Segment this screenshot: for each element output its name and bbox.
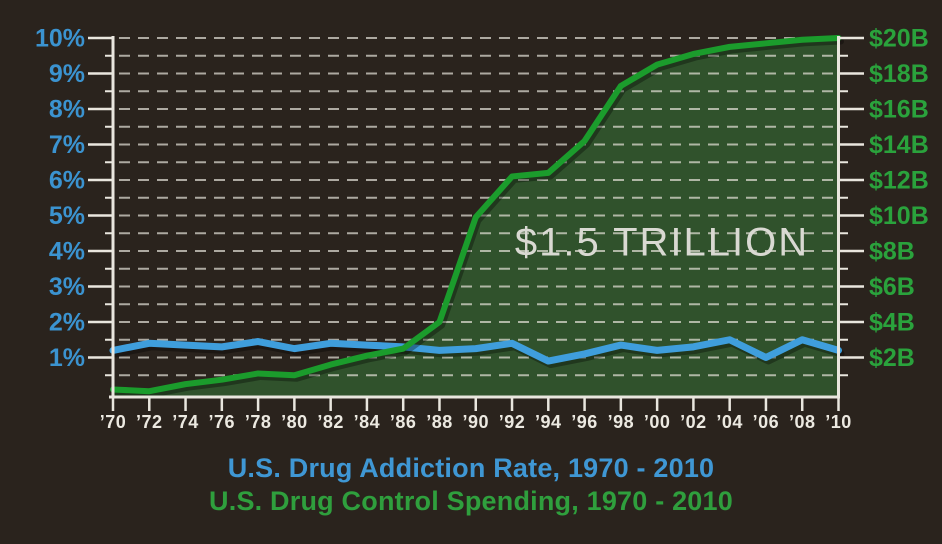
- y-axis-right-label: $4B: [869, 309, 915, 337]
- y-axis-right-label: $18B: [869, 60, 929, 88]
- trillion-annotation: $1.5 TRILLION: [514, 220, 810, 265]
- y-axis-left-label: 6%: [49, 167, 85, 195]
- x-axis-label: ’84: [354, 412, 381, 432]
- y-axis-right-label: $20B: [869, 25, 929, 53]
- x-axis-label: ’74: [172, 412, 199, 432]
- x-axis-label: ’92: [499, 412, 526, 432]
- x-axis-label: ’82: [317, 412, 344, 432]
- y-axis-right-label: $8B: [869, 238, 915, 266]
- chart-plot-area: 10% $20B 9% $18B 8% $16B 7% $14B 6% $12B 5% $10B 4% $…: [35, 25, 929, 433]
- y-axis-left-label: 8%: [49, 96, 85, 124]
- legend-addiction-rate: U.S. Drug Addiction Rate, 1970 - 2010: [227, 453, 715, 483]
- x-axis-label: ’96: [571, 412, 598, 432]
- chart-legend: U.S. Drug Addiction Rate, 1970 - 2010 U.…: [0, 452, 942, 518]
- addiction-rate-line-shadow: [112, 339, 845, 369]
- y-axis-left-label: 10%: [35, 25, 85, 53]
- x-axis-label: ’90: [462, 412, 489, 432]
- x-axis-label: ’78: [245, 412, 272, 432]
- x-axis-label: ’02: [680, 412, 707, 432]
- x-axis-label: ’06: [753, 412, 780, 432]
- y-axis-left-label: 2%: [49, 309, 85, 337]
- x-axis-label: ’00: [644, 412, 671, 432]
- y-axis-right-label: $14B: [869, 131, 929, 159]
- x-axis-label: ’88: [426, 412, 453, 432]
- spending-line: [110, 35, 842, 395]
- x-axis-label: ’76: [209, 412, 236, 432]
- y-axis-right-label: $6B: [869, 273, 915, 301]
- y-axis-right-label: $12B: [869, 167, 929, 195]
- x-axis-label: ’70: [100, 412, 127, 432]
- x-axis-label: ’94: [535, 412, 562, 432]
- x-axis-label: ’86: [390, 412, 417, 432]
- legend-control-spending: U.S. Drug Control Spending, 1970 - 2010: [209, 486, 733, 516]
- x-axis-label: ’04: [716, 412, 743, 432]
- x-axis-label: ’72: [136, 412, 163, 432]
- x-axis-label: ’98: [608, 412, 635, 432]
- y-axis-right-label: $10B: [869, 202, 929, 230]
- x-axis-label: ’08: [789, 412, 816, 432]
- y-axis-left-label: 9%: [49, 60, 85, 88]
- y-axis-right-label: $16B: [869, 96, 929, 124]
- y-axis-left-label: 7%: [49, 131, 85, 159]
- y-axis-right-label: $2B: [869, 344, 915, 372]
- y-axis-left-label: 4%: [49, 238, 85, 266]
- y-axis-left-label: 5%: [49, 202, 85, 230]
- y-axis-left-label: 3%: [49, 273, 85, 301]
- addiction-rate-line: [109, 336, 842, 365]
- x-axis-label: ’80: [281, 412, 308, 432]
- y-axis-left-label: 1%: [49, 344, 85, 372]
- spending-line-shadow: [112, 38, 844, 398]
- x-axis-label: ’10: [825, 412, 852, 432]
